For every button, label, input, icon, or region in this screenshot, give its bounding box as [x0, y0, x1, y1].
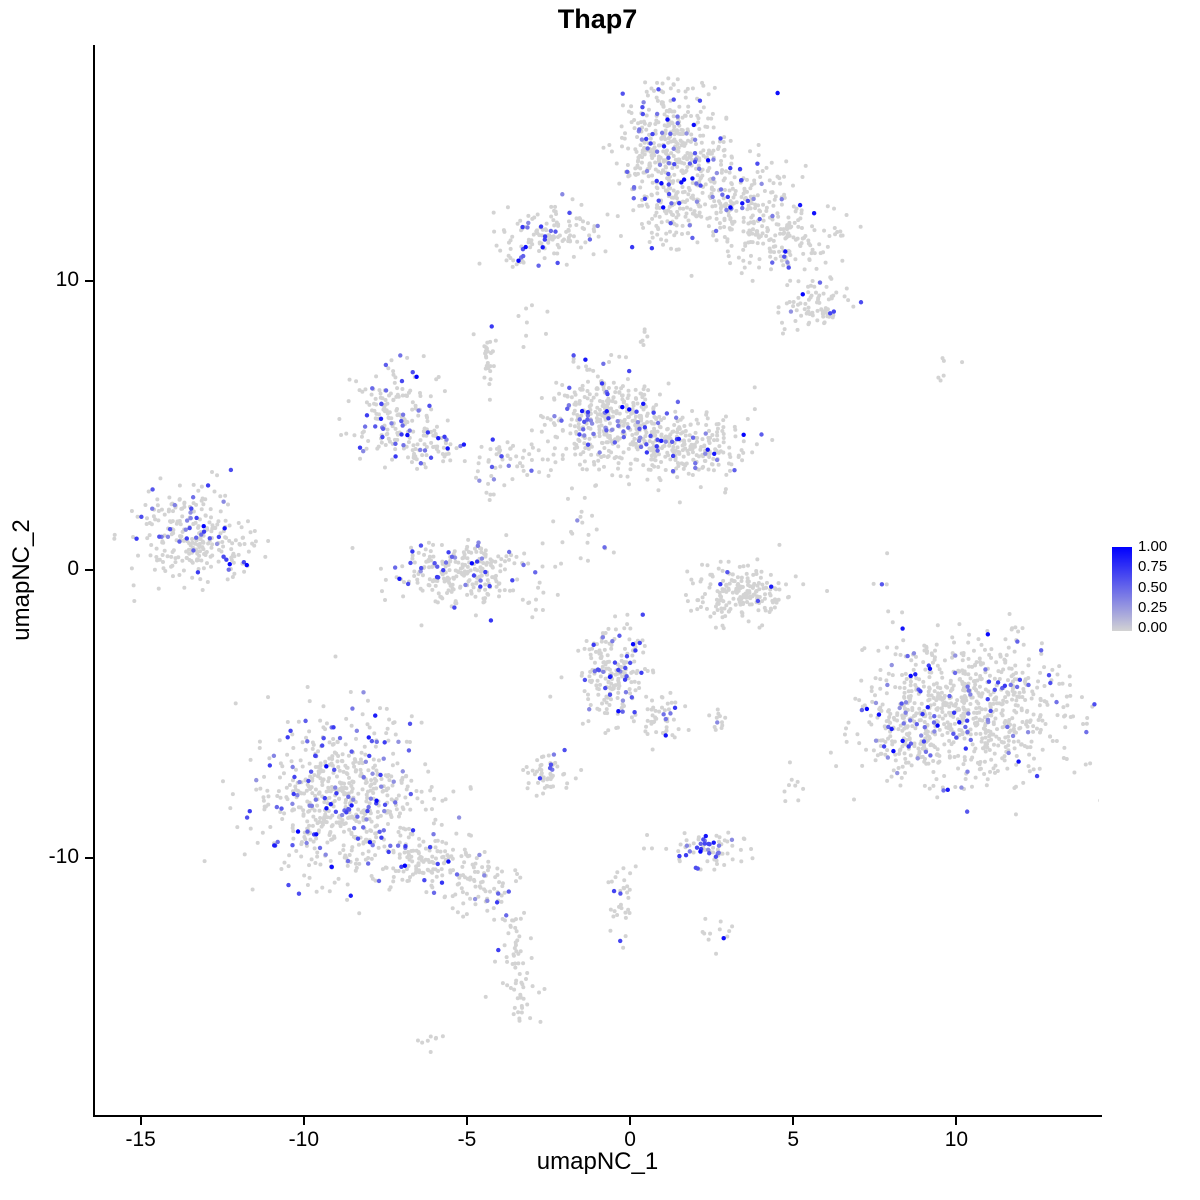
x-axis-title: umapNC_1 — [536, 1148, 659, 1175]
y-tick-mark — [85, 280, 93, 283]
expression-legend: 1.00 0.75 0.50 0.25 0.00 — [1108, 538, 1198, 638]
x-tick-mark — [629, 1117, 632, 1125]
legend-label: 0.50 — [1138, 578, 1168, 596]
x-axis-line — [93, 1115, 1102, 1117]
legend-label: 0.00 — [1138, 619, 1168, 636]
y-tick-mark — [85, 857, 93, 860]
legend-label: 0.75 — [1138, 558, 1168, 576]
x-tick-label: 5 — [787, 1128, 800, 1151]
legend-labels: 1.00 0.75 0.50 0.25 0.00 — [1138, 539, 1167, 636]
x-tick-mark — [792, 1117, 795, 1125]
y-tick-label: -10 — [48, 845, 79, 869]
y-tick-label: 10 — [55, 268, 79, 292]
x-tick-mark — [955, 1117, 958, 1125]
y-tick-mark — [85, 568, 93, 571]
legend-label: 1.00 — [1138, 538, 1168, 555]
x-tick-mark — [465, 1117, 468, 1125]
legend-label: 0.25 — [1138, 598, 1168, 616]
x-tick-label: -10 — [288, 1128, 319, 1151]
y-tick-label: 0 — [67, 556, 79, 580]
plot-title: Thap7 — [557, 4, 638, 34]
x-tick-label: -5 — [457, 1128, 477, 1151]
x-tick-mark — [139, 1117, 142, 1125]
y-axis-line — [93, 45, 95, 1117]
x-tick-label: 0 — [624, 1128, 636, 1151]
x-tick-label: -15 — [125, 1128, 156, 1151]
x-tick-mark — [302, 1117, 305, 1125]
x-tick-label: 10 — [944, 1128, 969, 1151]
legend-gradient-bar — [1112, 547, 1132, 631]
